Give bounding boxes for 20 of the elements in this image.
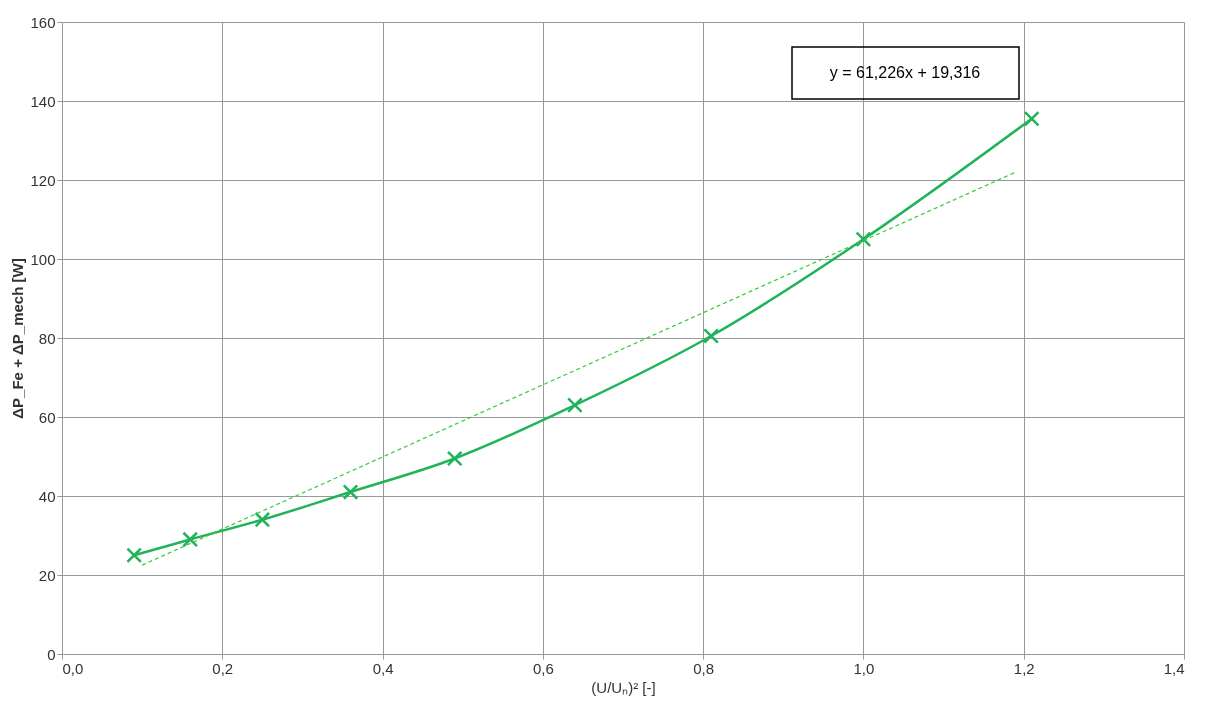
- x-tick-label: 1,2: [1013, 659, 1035, 677]
- y-tick-label: 0: [47, 645, 56, 663]
- x-tick-label: 1,0: [853, 659, 875, 677]
- y-axis-title: ΔP_Fe + ΔP_mech [W]: [9, 258, 27, 419]
- x-tick-label: 0,8: [693, 659, 715, 677]
- x-tick-label: 1,4: [1163, 659, 1185, 677]
- y-tick-label: 100: [30, 250, 56, 268]
- x-tick-label: 0,6: [532, 659, 554, 677]
- x-axis-title: (U/Uₙ)² [-]: [591, 678, 656, 696]
- x-tick-label: 0,4: [372, 659, 394, 677]
- y-tick-label: 80: [38, 329, 56, 347]
- y-tick-label: 140: [30, 92, 56, 110]
- annotation: y = 61,226x + 19,316: [829, 64, 981, 81]
- y-tick-label: 120: [30, 171, 56, 189]
- y-tick-label: 160: [30, 13, 56, 31]
- x-tick-label: 0,0: [62, 659, 84, 677]
- x-tick-label: 0,2: [212, 659, 234, 677]
- y-tick-label: 40: [38, 487, 56, 505]
- y-tick-label: 60: [38, 408, 56, 426]
- y-tick-label: 20: [38, 566, 56, 584]
